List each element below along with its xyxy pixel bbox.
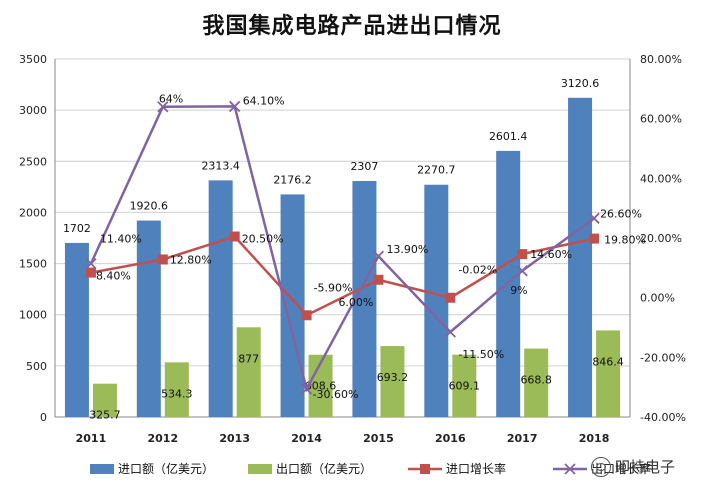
legend-swatch (248, 464, 272, 474)
import-bar-label: 3120.6 (561, 77, 600, 90)
import-bar-label: 1920.6 (130, 200, 169, 213)
export-growth-label: 64.10% (243, 94, 285, 107)
export-bar-label: 668.8 (520, 374, 552, 387)
legend-swatch (90, 464, 114, 474)
left-tick-label: 500 (26, 360, 47, 373)
export-growth-marker (85, 258, 97, 270)
import-growth-label: 6.00% (338, 296, 373, 309)
x-tick-label: 2012 (148, 432, 179, 445)
export-growth-marker (588, 212, 600, 224)
export-bar (596, 330, 621, 417)
import-growth-label: 12.80% (170, 253, 212, 266)
import-growth-marker (445, 292, 456, 303)
import-bar-label: 2601.4 (489, 130, 528, 143)
x-tick-label: 2015 (363, 432, 394, 445)
legend-marker (420, 464, 430, 474)
export-bar-label: 877 (238, 352, 259, 365)
import-bar (136, 220, 161, 417)
watermark: 叩持电子 (591, 456, 675, 477)
export-bar (452, 354, 477, 417)
export-growth-label: -30.60% (313, 388, 359, 401)
import-bar-label: 1702 (63, 222, 91, 235)
x-tick-label: 2016 (435, 432, 466, 445)
export-growth-label: 64% (159, 93, 183, 106)
import-bar-label: 2270.7 (417, 164, 456, 177)
export-bar (380, 346, 405, 417)
import-bar-label: 2307 (350, 160, 378, 173)
left-tick-label: 3500 (19, 53, 47, 66)
export-bar-label: 693.2 (377, 371, 409, 384)
import-growth-marker (373, 274, 384, 285)
left-tick-label: 2500 (19, 155, 47, 168)
export-bar-label: 608.6 (305, 380, 337, 393)
right-tick-label: 0.00% (640, 292, 675, 305)
chart-title: 我国集成电路产品进出口情况 (202, 13, 502, 39)
export-growth-line (89, 105, 595, 393)
right-tick-label: 40.00% (640, 172, 682, 185)
export-growth-label: -11.50% (458, 348, 504, 361)
import-growth-marker (85, 267, 96, 278)
import-growth-label: 20.50% (242, 233, 284, 246)
x-tick-label: 2018 (579, 432, 610, 445)
import-bar (424, 184, 449, 417)
import-bar (208, 180, 233, 417)
legend-label: 进口增长率 (446, 461, 506, 476)
left-tick-label: 2000 (19, 206, 47, 219)
right-tick-label: -20.00% (640, 351, 686, 364)
import-growth-line (90, 235, 595, 317)
import-growth-marker (301, 310, 312, 321)
import-growth-marker (589, 233, 600, 244)
import-growth-marker (517, 249, 528, 260)
export-bar-label: 534.3 (161, 387, 193, 400)
export-growth-marker (516, 265, 528, 277)
legend-label: 进口额（亿美元） (118, 461, 214, 476)
export-growth-marker (157, 101, 169, 113)
export-growth-marker (444, 326, 456, 338)
export-growth-marker (372, 250, 385, 262)
x-tick-label: 2013 (219, 432, 250, 445)
import-growth-label: -5.90% (314, 281, 353, 294)
x-tick-label: 2014 (291, 432, 322, 445)
import-growth-label: 8.40% (96, 270, 131, 283)
import-bar-label: 2313.4 (201, 159, 240, 172)
export-bar-label: 609.1 (449, 380, 481, 393)
x-tick-label: 2017 (507, 432, 538, 445)
export-growth-label: 11.40% (100, 233, 142, 246)
import-bar (568, 97, 593, 418)
import-growth-label: 14.60% (530, 248, 572, 261)
export-bar (164, 362, 189, 417)
export-growth-marker (229, 100, 241, 113)
export-growth-label: 13.90% (386, 243, 428, 256)
import-bar (64, 242, 89, 417)
watermark-text: 叩持电子 (615, 458, 676, 476)
export-growth-label: 9% (510, 284, 527, 297)
export-bar (524, 348, 549, 417)
left-tick-label: 3000 (19, 104, 47, 117)
export-bar-label: 846.4 (592, 355, 624, 368)
right-tick-label: -40.00% (640, 411, 686, 424)
x-tick-label: 2011 (76, 432, 107, 445)
export-bar (236, 327, 261, 417)
import-growth-label: 19.80% (604, 234, 646, 247)
left-tick-label: 0 (40, 411, 47, 424)
right-tick-label: 60.00% (640, 113, 682, 126)
wechat-logo-icon (591, 456, 611, 477)
left-tick-label: 1500 (19, 258, 47, 271)
import-growth-marker (157, 254, 168, 265)
right-tick-label: 80.00% (640, 53, 682, 66)
left-tick-label: 1000 (19, 309, 47, 322)
legend-label: 出口额（亿美元） (276, 461, 372, 476)
export-growth-marker (300, 383, 313, 395)
export-growth-label: 26.60% (600, 207, 642, 220)
import-growth-marker (229, 231, 240, 242)
export-bar (92, 383, 117, 417)
import-growth-label: -0.02% (458, 264, 497, 277)
right-tick-label: 20.00% (640, 232, 682, 245)
export-bar-label: 325.7 (89, 409, 121, 422)
import-bar-label: 2176.2 (273, 173, 312, 186)
legend-marker (564, 463, 576, 475)
